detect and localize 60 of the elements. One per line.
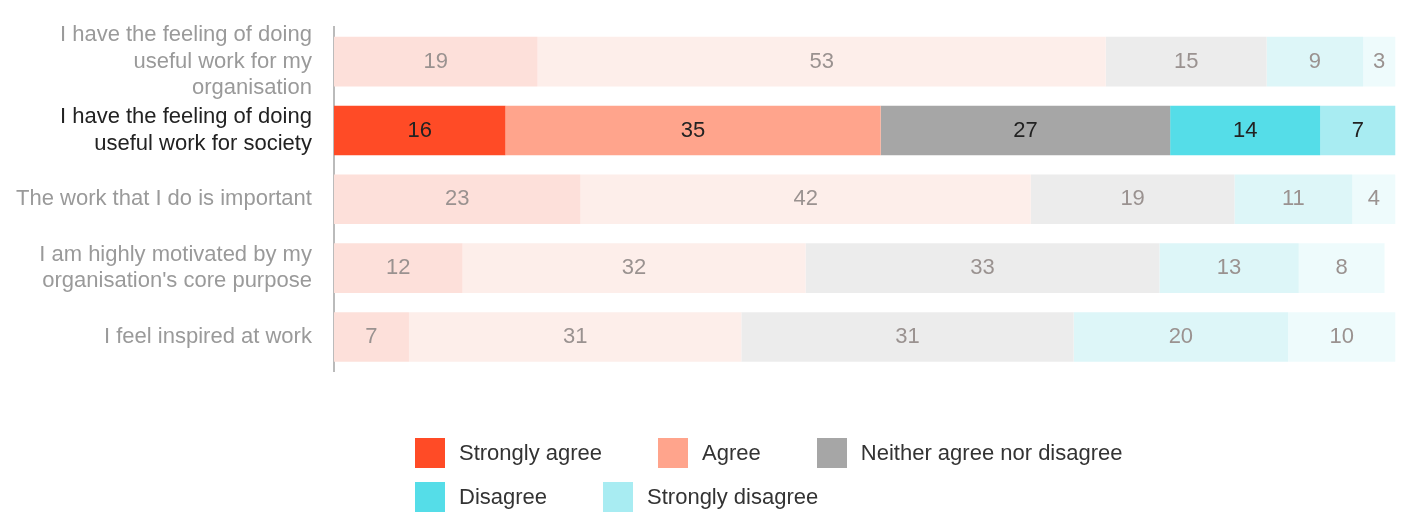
data-label: 23 bbox=[444, 185, 470, 211]
bar bbox=[805, 243, 1160, 293]
bar bbox=[505, 105, 881, 156]
legend-label: Disagree bbox=[459, 484, 548, 510]
data-label: 13 bbox=[1216, 254, 1242, 280]
bar bbox=[1288, 312, 1396, 362]
legend-label: Strongly disagree bbox=[647, 484, 819, 510]
data-label: 14 bbox=[1232, 116, 1258, 142]
y-tick-label: I have the feeling of doing useful work for society bbox=[59, 103, 312, 155]
bar bbox=[1320, 105, 1396, 156]
data-label: 10 bbox=[1329, 323, 1354, 349]
bar bbox=[537, 36, 1106, 87]
bar bbox=[580, 174, 1031, 225]
data-label: 7 bbox=[1351, 116, 1364, 142]
data-label: 15 bbox=[1173, 47, 1199, 73]
bar bbox=[333, 312, 409, 362]
data-label: 11 bbox=[1282, 185, 1305, 211]
data-label: 12 bbox=[385, 254, 411, 280]
data-label: 9 bbox=[1308, 47, 1321, 73]
bar bbox=[333, 105, 506, 156]
data-label: 31 bbox=[895, 323, 920, 349]
data-label: 31 bbox=[562, 323, 588, 349]
legend-label: Neither agree nor disagree bbox=[860, 440, 1123, 466]
bar bbox=[408, 312, 742, 362]
bar bbox=[1170, 105, 1321, 156]
bar bbox=[1159, 243, 1299, 293]
bar bbox=[1266, 36, 1364, 87]
bar bbox=[1234, 174, 1353, 225]
data-label: 19 bbox=[1120, 185, 1145, 211]
data-label: 4 bbox=[1367, 185, 1380, 211]
bar bbox=[462, 243, 806, 293]
bar bbox=[333, 36, 538, 87]
bar bbox=[1298, 243, 1385, 293]
data-label: 42 bbox=[793, 185, 818, 211]
y-tick-label: I have the feeling of doing useful work for my organisation bbox=[59, 21, 312, 100]
y-tick-label: The work that I do is important bbox=[16, 185, 312, 211]
data-label: 33 bbox=[970, 254, 995, 280]
data-label: 19 bbox=[423, 47, 448, 73]
legend-label: Agree bbox=[702, 440, 761, 466]
data-label: 20 bbox=[1168, 323, 1194, 349]
data-label: 7 bbox=[365, 323, 378, 349]
data-label: 27 bbox=[1013, 116, 1038, 142]
data-label: 3 bbox=[1373, 47, 1386, 73]
bar bbox=[1352, 174, 1396, 225]
data-label: 32 bbox=[621, 254, 647, 280]
bar bbox=[1030, 174, 1235, 225]
bar bbox=[741, 312, 1074, 362]
bar bbox=[333, 174, 581, 225]
bar bbox=[880, 105, 1171, 156]
bar bbox=[1105, 36, 1267, 87]
data-label: 16 bbox=[407, 116, 432, 142]
bar bbox=[1073, 312, 1289, 362]
bar bbox=[1363, 36, 1396, 87]
y-tick-label: I am highly motivated by my organisation's core purpose bbox=[39, 241, 312, 293]
legend-label: Strongly agree bbox=[459, 440, 603, 466]
y-tick-label: I feel inspired at work bbox=[104, 323, 313, 349]
data-label: 8 bbox=[1335, 254, 1348, 280]
data-label: 53 bbox=[809, 47, 834, 73]
data-label: 35 bbox=[680, 116, 706, 142]
bar bbox=[333, 243, 463, 293]
